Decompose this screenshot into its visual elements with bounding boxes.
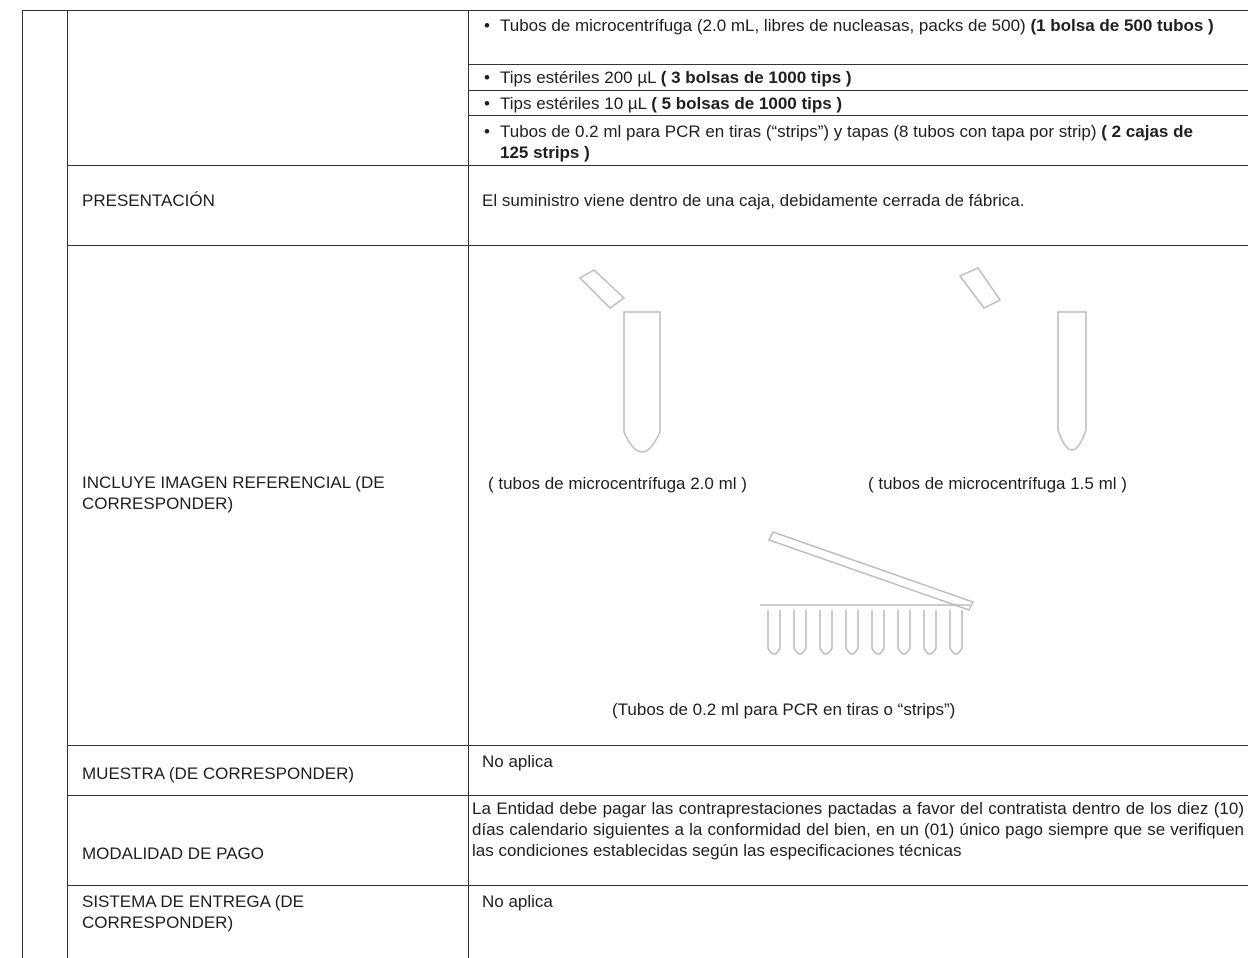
image-caption: ( tubos de microcentrífuga 1.5 ml ) xyxy=(868,474,1127,493)
row-content: El suministro viene dentro de una caja, … xyxy=(482,191,1025,210)
list-item: Tubos de 0.2 ml para PCR en tiras (“stri… xyxy=(482,121,1222,163)
reference-images xyxy=(578,267,1087,655)
item-text: Tubos de 0.2 ml para PCR en tiras (“stri… xyxy=(500,122,1097,141)
item-text: Tips estériles 200 µL xyxy=(500,68,656,87)
image-caption: (Tubos de 0.2 ml para PCR en tiras o “st… xyxy=(612,700,956,719)
rule xyxy=(468,10,469,958)
rule xyxy=(67,245,1248,246)
rule xyxy=(67,795,1248,796)
rule xyxy=(67,165,1248,166)
rule xyxy=(468,90,1248,91)
item-bold: ( 2 cajas de 125 strips ) xyxy=(500,122,1193,162)
item-bold: (1 bolsa de 500 tubos ) xyxy=(1030,16,1214,35)
row-content: No aplica xyxy=(482,892,553,911)
row-label: SISTEMA DE ENTREGA (DE CORRESPONDER) xyxy=(82,892,304,932)
rule xyxy=(67,10,68,958)
item-text: Tubos de microcentrífuga (2.0 mL, libres… xyxy=(500,16,1026,35)
rule xyxy=(67,885,1248,886)
list-item: Tips estériles 10 µL ( 5 bolsas de 1000 … xyxy=(482,93,1242,114)
image-caption: ( tubos de microcentrífuga 2.0 ml ) xyxy=(488,474,747,493)
row-content: No aplica xyxy=(482,752,553,771)
row-label: MODALIDAD DE PAGO xyxy=(82,844,264,863)
item-bold: ( 5 bolsas de 1000 tips ) xyxy=(651,94,843,113)
item-text: Tips estériles 10 µL xyxy=(500,94,647,113)
rule xyxy=(22,10,23,958)
row-label: MUESTRA (DE CORRESPONDER) xyxy=(82,764,355,783)
row-label: PRESENTACIÓN xyxy=(82,191,215,210)
rule xyxy=(22,10,1248,11)
row-label: INCLUYE IMAGEN REFERENCIAL (DE CORRESPON… xyxy=(82,473,385,513)
rule xyxy=(67,745,1248,746)
rule xyxy=(468,64,1248,65)
rule xyxy=(468,115,1248,116)
row-content: La Entidad debe pagar las contraprestaci… xyxy=(472,799,1244,860)
list-item: Tips estériles 200 µL ( 3 bolsas de 1000… xyxy=(482,67,1242,88)
list-item: Tubos de microcentrífuga (2.0 mL, libres… xyxy=(482,15,1242,36)
item-bold: ( 3 bolsas de 1000 tips ) xyxy=(660,68,852,87)
